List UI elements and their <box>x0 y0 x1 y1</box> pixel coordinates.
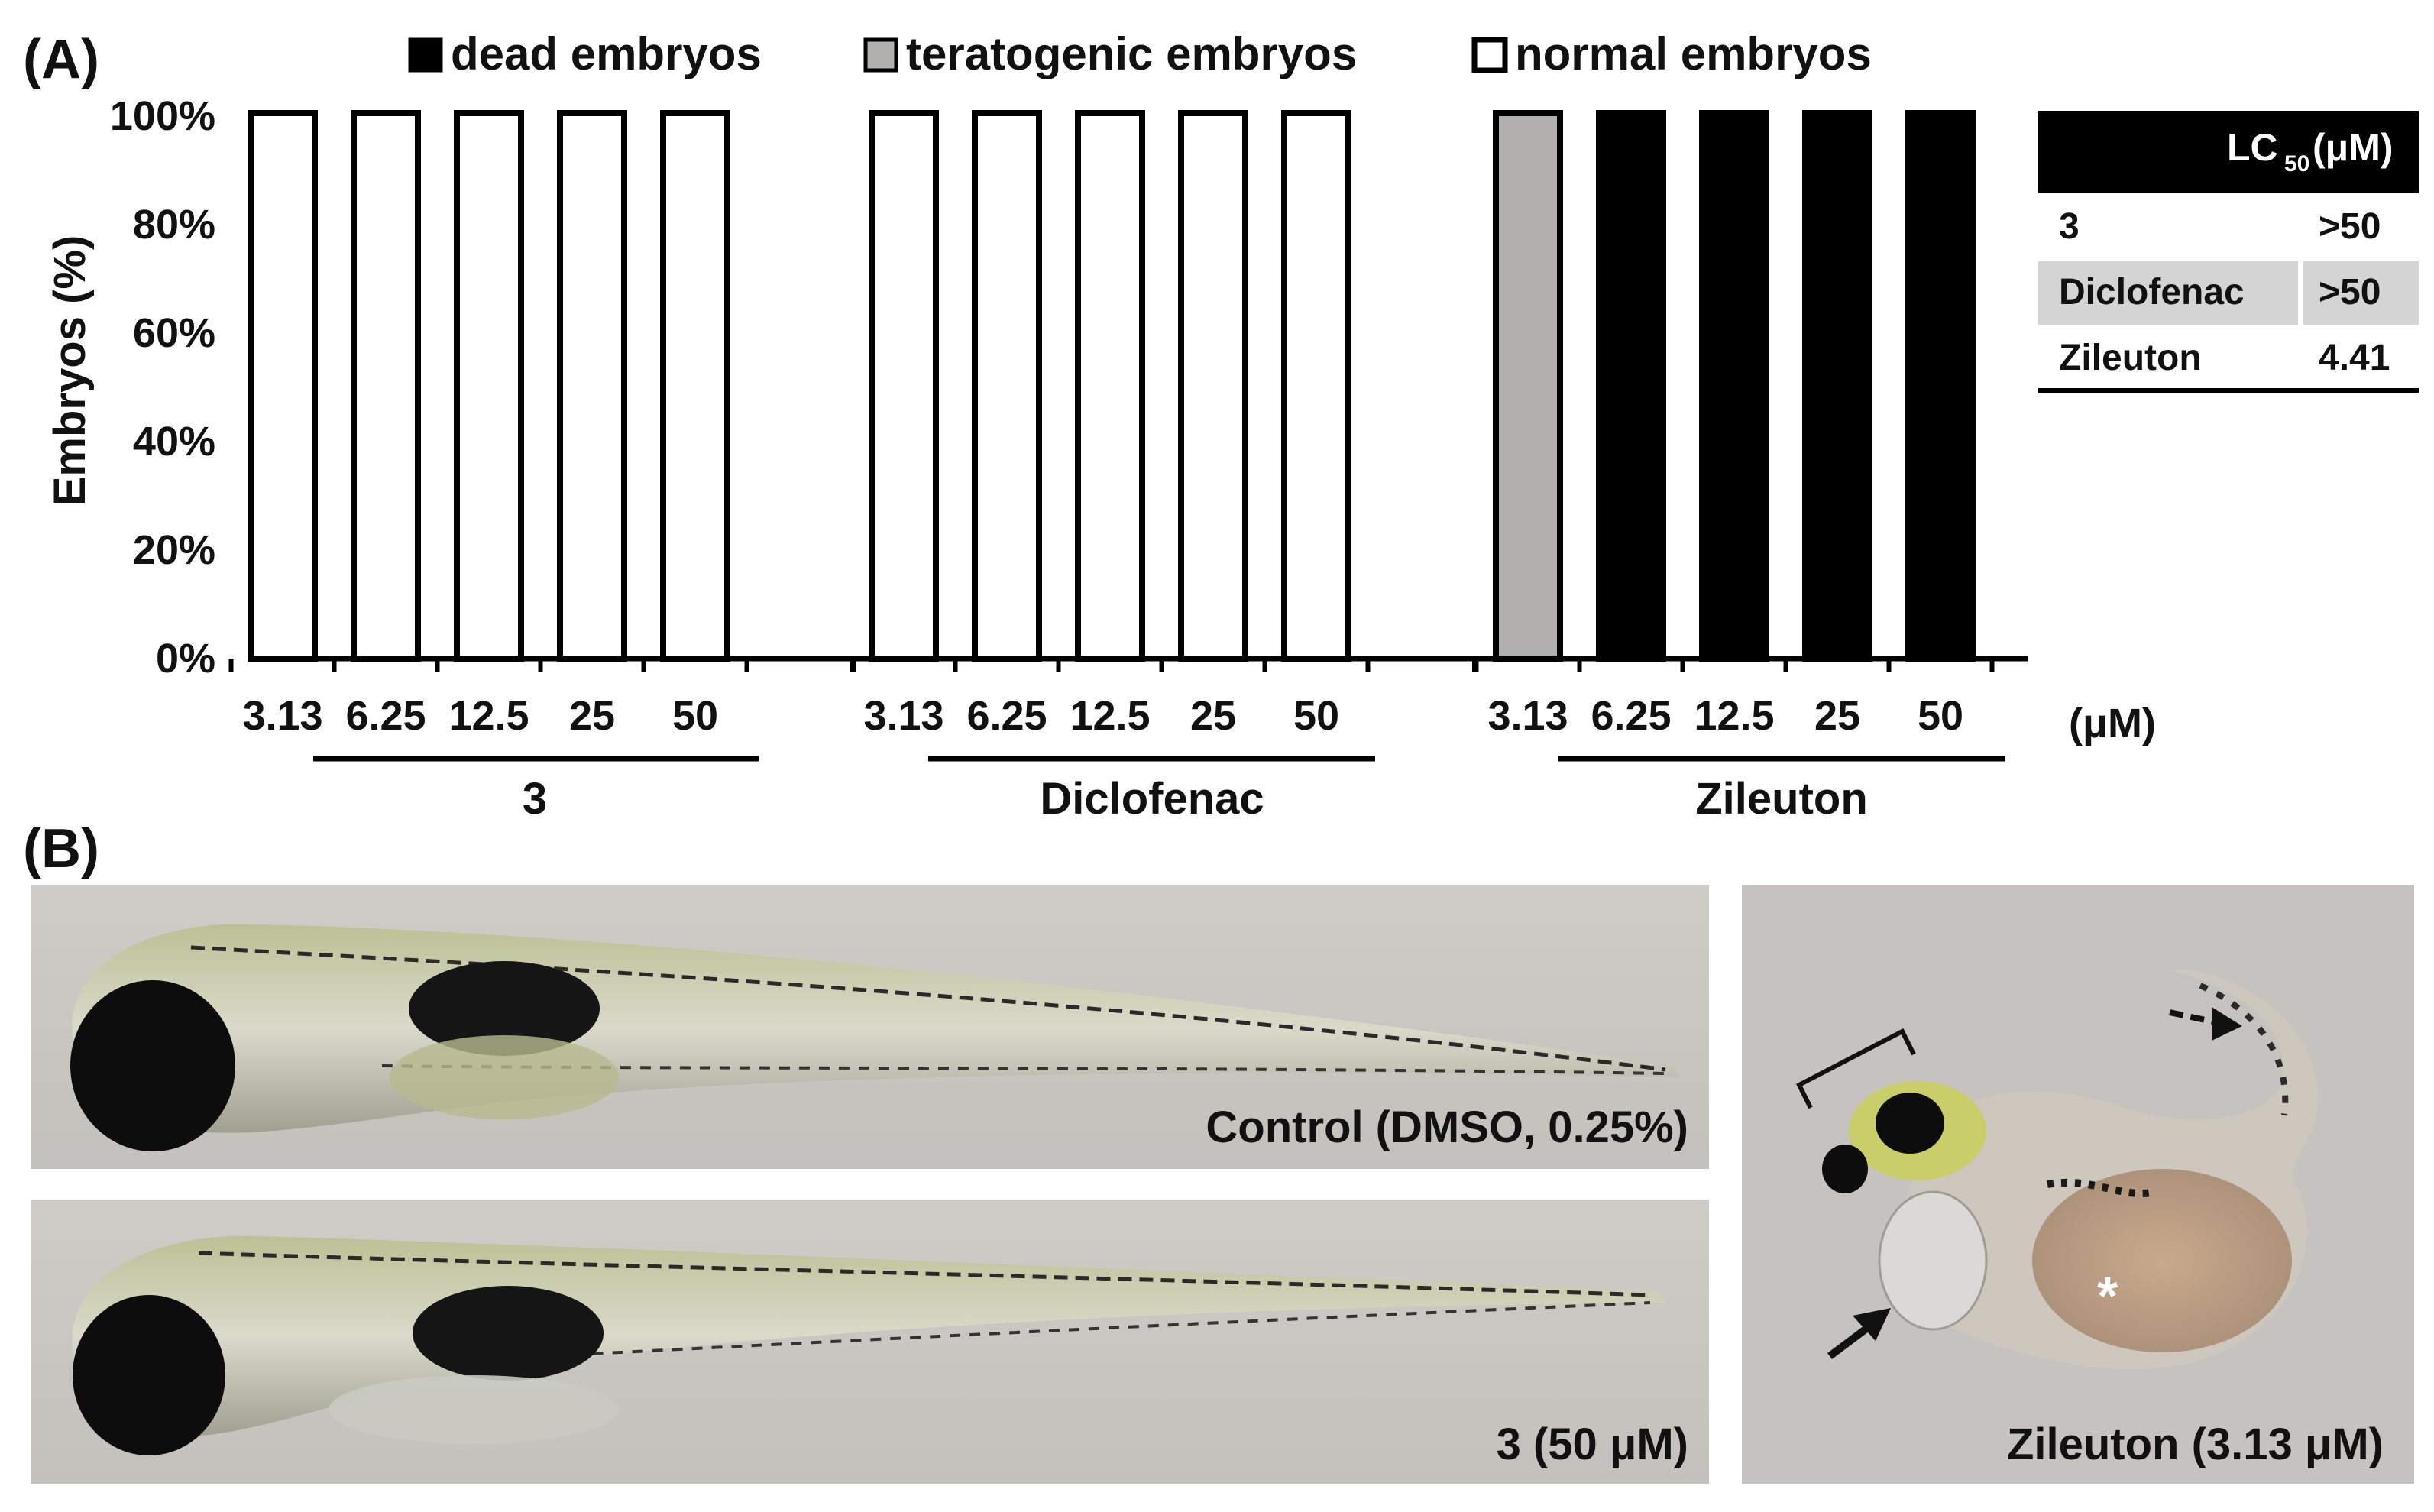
bar-normal <box>248 110 318 662</box>
bar-normal <box>351 110 421 662</box>
bracket-marker <box>1795 1028 1916 1109</box>
group-label-zileuton: Zileuton <box>1695 774 1868 824</box>
lc50-table: LC 50 (μM) 3 >50 Diclofenac >50 Zileuton… <box>2038 111 2419 393</box>
lc50-row-compound: Zileuton <box>2059 338 2202 378</box>
lc50-header-main: LC <box>2227 126 2278 169</box>
bars <box>228 110 1995 672</box>
bar-dead <box>1905 110 1976 662</box>
larva-eye <box>70 980 235 1151</box>
lc50-header-sub: 50 <box>2284 151 2309 176</box>
photo-control: Control (DMSO, 0.25%) <box>31 885 1709 1169</box>
panel-a-label: (A) <box>23 29 99 90</box>
pigment-line <box>473 1301 1651 1361</box>
swim-bladder <box>409 961 600 1056</box>
legend-normal-label: normal embryos <box>1515 28 1872 79</box>
bar-dead <box>1802 110 1872 662</box>
group-label-diclofenac: Diclofenac <box>1040 774 1264 824</box>
legend-normal-swatch <box>1471 37 1508 73</box>
pigment-line <box>2047 1178 2156 1198</box>
x-tick-label: 25 <box>1190 693 1236 739</box>
x-tick-label: 12.5 <box>448 693 529 739</box>
bar-normal <box>1178 110 1248 662</box>
bar-teratogenic <box>1493 110 1563 662</box>
bar-normal <box>1281 110 1351 662</box>
x-tick-label: 50 <box>672 693 718 739</box>
larva-eye <box>1876 1093 1944 1154</box>
lc50-table-header <box>2038 111 2419 193</box>
lc50-row-shade <box>2038 261 2298 325</box>
lc50-row-compound: Diclofenac <box>2059 272 2245 312</box>
photo-control-caption: Control (DMSO, 0.25%) <box>1206 1102 1688 1152</box>
x-tick-label: 25 <box>1814 693 1860 739</box>
y-tick-label: 100% <box>110 93 215 139</box>
y-axis-title: Embryos (%) <box>45 235 95 507</box>
pigment-line <box>2199 983 2289 1116</box>
bar-dead <box>1596 110 1666 662</box>
x-tick-label: 6.25 <box>1591 693 1671 739</box>
x-tick-labels: 3.13 6.25 12.5 25 50 3.13 6.25 12.5 25 50 3.13 6.25… <box>242 693 1963 739</box>
photo-zileuton-caption: Zileuton (3.13 μM) <box>2007 1420 2384 1469</box>
x-tick-label: 3.13 <box>242 693 322 739</box>
x-tick-label: 6.25 <box>345 693 426 739</box>
legend-teratogenic-label: teratogenic embryos <box>906 28 1357 79</box>
x-tick-label: 12.5 <box>1070 693 1150 739</box>
x-tick-label: 25 <box>569 693 615 739</box>
y-tick-label: 40% <box>133 419 215 465</box>
bar-normal <box>660 110 730 662</box>
yolk <box>329 1375 619 1444</box>
photo-compound3-caption: 3 (50 μM) <box>1497 1420 1688 1469</box>
y-tick-label: 0% <box>156 636 215 682</box>
lc50-row-shade <box>2303 261 2419 325</box>
x-tick-label: 50 <box>1293 693 1339 739</box>
lc50-row-value: >50 <box>2319 272 2381 312</box>
lc50-header-unit: (μM) <box>2313 126 2394 169</box>
bar-normal <box>1075 110 1145 662</box>
legend-teratogenic-swatch <box>863 37 898 73</box>
panel-b-label: (B) <box>23 818 99 879</box>
x-tick-label: 12.5 <box>1694 693 1774 739</box>
larva-eye <box>73 1295 225 1455</box>
x-unit-label: (μM) <box>2069 701 2156 746</box>
y-tick-label: 80% <box>133 202 215 248</box>
larva-body <box>72 1235 1666 1436</box>
group-label-3: 3 <box>523 774 547 824</box>
y-tick-label: 60% <box>133 310 215 356</box>
swim-bladder <box>413 1286 604 1381</box>
legend: dead embryos teratogenic embryos normal … <box>408 28 1872 79</box>
y-tick-label: 20% <box>133 527 215 573</box>
x-tick-label: 50 <box>1918 693 1963 739</box>
x-tick-label: 3.13 <box>863 693 943 739</box>
x-tick-label: 6.25 <box>966 693 1047 739</box>
asterisk-marker: * <box>2097 1266 2118 1326</box>
legend-dead-label: dead embryos <box>451 28 762 79</box>
photo-zileuton: * Zileuton (3.13 μM) <box>1742 885 2414 1484</box>
solid-arrow-head <box>1853 1308 1891 1341</box>
pericardial-edema <box>1878 1190 1988 1331</box>
bar-normal <box>557 110 627 662</box>
pigment-line <box>190 945 1666 1072</box>
lc50-row-value: >50 <box>2319 206 2381 247</box>
legend-dead-swatch <box>408 37 443 73</box>
photo-compound3: 3 (50 μM) <box>31 1200 1709 1484</box>
larva-eye <box>1822 1145 1868 1193</box>
bar-dead <box>1699 110 1769 662</box>
yolk-sac <box>2032 1169 2292 1352</box>
lc50-row-value: 4.41 <box>2319 338 2390 378</box>
bar-normal <box>972 110 1042 662</box>
lc50-row-compound: 3 <box>2059 206 2080 247</box>
dashed-arrow-head <box>2212 1007 2242 1041</box>
x-tick-label: 3.13 <box>1487 693 1568 739</box>
bar-normal <box>869 110 939 662</box>
bar-normal <box>454 110 524 662</box>
y-axis: 0% 20% 40% 60% 80% 100% <box>110 93 215 682</box>
yolk <box>390 1035 619 1119</box>
